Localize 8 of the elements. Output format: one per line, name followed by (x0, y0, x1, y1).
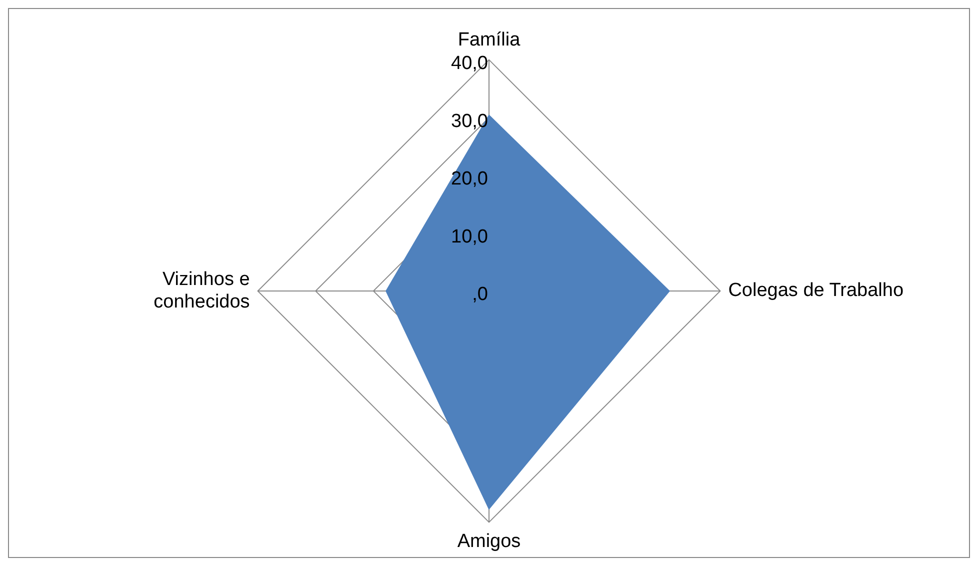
spoke-label: Vizinhos e conhecidos (154, 268, 250, 313)
spoke-label: Amigos (457, 530, 521, 552)
y-tick-label: 40,0 (451, 53, 488, 74)
y-tick-label: 20,0 (451, 168, 488, 190)
spoke-label: Colegas de Trabalho (728, 280, 904, 302)
y-tick-label: ,0 (472, 284, 488, 306)
y-tick-label: 10,0 (451, 226, 488, 248)
spoke-label: Família (458, 30, 521, 51)
